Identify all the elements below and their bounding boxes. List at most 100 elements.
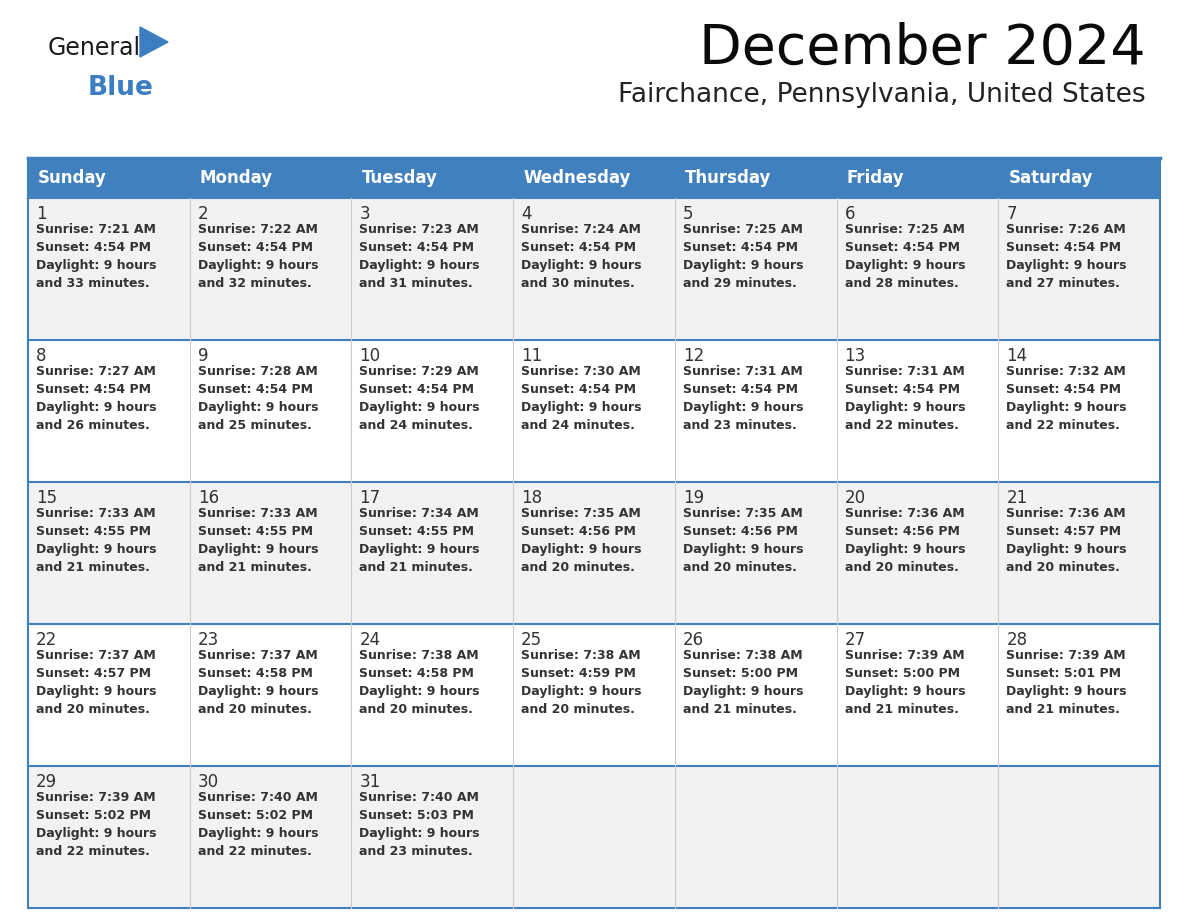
Text: Sunset: 5:03 PM: Sunset: 5:03 PM	[360, 809, 474, 822]
Text: Sunset: 4:54 PM: Sunset: 4:54 PM	[845, 241, 960, 254]
Text: and 21 minutes.: and 21 minutes.	[845, 703, 959, 716]
Text: Sunset: 4:54 PM: Sunset: 4:54 PM	[1006, 383, 1121, 396]
Text: Daylight: 9 hours: Daylight: 9 hours	[845, 259, 965, 272]
Text: Sunrise: 7:31 AM: Sunrise: 7:31 AM	[683, 365, 803, 378]
Text: Sunset: 4:55 PM: Sunset: 4:55 PM	[197, 525, 312, 538]
Text: 3: 3	[360, 205, 369, 223]
Text: and 20 minutes.: and 20 minutes.	[360, 703, 473, 716]
Text: Friday: Friday	[847, 169, 904, 187]
Text: Daylight: 9 hours: Daylight: 9 hours	[360, 543, 480, 556]
Text: 24: 24	[360, 631, 380, 649]
Text: Daylight: 9 hours: Daylight: 9 hours	[683, 259, 803, 272]
Text: 14: 14	[1006, 347, 1028, 365]
Text: 20: 20	[845, 489, 866, 507]
Text: Sunset: 4:54 PM: Sunset: 4:54 PM	[197, 241, 312, 254]
Text: Sunset: 5:02 PM: Sunset: 5:02 PM	[36, 809, 151, 822]
Text: 19: 19	[683, 489, 704, 507]
Text: Sunrise: 7:24 AM: Sunrise: 7:24 AM	[522, 223, 642, 236]
Text: and 22 minutes.: and 22 minutes.	[36, 845, 150, 858]
Text: Sunrise: 7:25 AM: Sunrise: 7:25 AM	[845, 223, 965, 236]
Text: 17: 17	[360, 489, 380, 507]
Text: Sunrise: 7:21 AM: Sunrise: 7:21 AM	[36, 223, 156, 236]
Text: Sunrise: 7:38 AM: Sunrise: 7:38 AM	[522, 649, 640, 662]
Text: Daylight: 9 hours: Daylight: 9 hours	[197, 401, 318, 414]
Text: and 28 minutes.: and 28 minutes.	[845, 277, 959, 290]
Bar	[29, 158, 1159, 198]
Text: and 23 minutes.: and 23 minutes.	[360, 845, 473, 858]
Text: Sunrise: 7:40 AM: Sunrise: 7:40 AM	[360, 791, 479, 804]
Text: Sunrise: 7:31 AM: Sunrise: 7:31 AM	[845, 365, 965, 378]
Text: Sunset: 4:56 PM: Sunset: 4:56 PM	[683, 525, 797, 538]
Text: Daylight: 9 hours: Daylight: 9 hours	[36, 543, 157, 556]
Text: 30: 30	[197, 773, 219, 791]
Text: Daylight: 9 hours: Daylight: 9 hours	[360, 259, 480, 272]
Text: 7: 7	[1006, 205, 1017, 223]
Text: Daylight: 9 hours: Daylight: 9 hours	[360, 401, 480, 414]
Text: Sunset: 4:54 PM: Sunset: 4:54 PM	[197, 383, 312, 396]
Text: Daylight: 9 hours: Daylight: 9 hours	[683, 685, 803, 698]
Text: and 27 minutes.: and 27 minutes.	[1006, 277, 1120, 290]
Text: Sunset: 4:57 PM: Sunset: 4:57 PM	[36, 667, 151, 680]
Bar	[29, 340, 1159, 482]
Text: and 20 minutes.: and 20 minutes.	[522, 561, 636, 574]
Text: and 20 minutes.: and 20 minutes.	[197, 703, 311, 716]
Text: Sunset: 4:54 PM: Sunset: 4:54 PM	[522, 241, 636, 254]
Text: Daylight: 9 hours: Daylight: 9 hours	[522, 401, 642, 414]
Text: Sunrise: 7:30 AM: Sunrise: 7:30 AM	[522, 365, 640, 378]
Text: Daylight: 9 hours: Daylight: 9 hours	[197, 543, 318, 556]
Text: Daylight: 9 hours: Daylight: 9 hours	[1006, 259, 1126, 272]
Text: 21: 21	[1006, 489, 1028, 507]
Text: Sunset: 4:54 PM: Sunset: 4:54 PM	[1006, 241, 1121, 254]
Text: and 20 minutes.: and 20 minutes.	[36, 703, 150, 716]
Text: and 21 minutes.: and 21 minutes.	[197, 561, 311, 574]
Text: 2: 2	[197, 205, 208, 223]
Text: Sunrise: 7:36 AM: Sunrise: 7:36 AM	[1006, 507, 1126, 520]
Text: Daylight: 9 hours: Daylight: 9 hours	[36, 259, 157, 272]
Text: Sunset: 4:59 PM: Sunset: 4:59 PM	[522, 667, 636, 680]
Text: Sunset: 4:58 PM: Sunset: 4:58 PM	[360, 667, 474, 680]
Text: Daylight: 9 hours: Daylight: 9 hours	[197, 259, 318, 272]
Text: and 20 minutes.: and 20 minutes.	[522, 703, 636, 716]
Text: Sunrise: 7:39 AM: Sunrise: 7:39 AM	[845, 649, 965, 662]
Text: Sunset: 4:54 PM: Sunset: 4:54 PM	[845, 383, 960, 396]
Text: Daylight: 9 hours: Daylight: 9 hours	[683, 401, 803, 414]
Text: Sunrise: 7:27 AM: Sunrise: 7:27 AM	[36, 365, 156, 378]
Bar	[29, 198, 1159, 340]
Text: General: General	[48, 36, 141, 60]
Text: Daylight: 9 hours: Daylight: 9 hours	[845, 401, 965, 414]
Text: 31: 31	[360, 773, 380, 791]
Text: 10: 10	[360, 347, 380, 365]
Text: Sunrise: 7:28 AM: Sunrise: 7:28 AM	[197, 365, 317, 378]
Text: 25: 25	[522, 631, 542, 649]
Text: 12: 12	[683, 347, 704, 365]
Text: Sunrise: 7:39 AM: Sunrise: 7:39 AM	[1006, 649, 1126, 662]
Text: Wednesday: Wednesday	[523, 169, 631, 187]
Text: and 21 minutes.: and 21 minutes.	[360, 561, 473, 574]
Text: 22: 22	[36, 631, 57, 649]
Text: Sunrise: 7:33 AM: Sunrise: 7:33 AM	[197, 507, 317, 520]
Text: Daylight: 9 hours: Daylight: 9 hours	[1006, 543, 1126, 556]
Text: Sunset: 5:00 PM: Sunset: 5:00 PM	[683, 667, 798, 680]
Text: Sunrise: 7:33 AM: Sunrise: 7:33 AM	[36, 507, 156, 520]
Text: Sunrise: 7:40 AM: Sunrise: 7:40 AM	[197, 791, 317, 804]
Text: Sunrise: 7:38 AM: Sunrise: 7:38 AM	[360, 649, 479, 662]
Text: and 29 minutes.: and 29 minutes.	[683, 277, 797, 290]
Text: and 26 minutes.: and 26 minutes.	[36, 419, 150, 432]
Text: Daylight: 9 hours: Daylight: 9 hours	[197, 827, 318, 840]
Text: Blue: Blue	[88, 75, 154, 101]
Text: Sunrise: 7:23 AM: Sunrise: 7:23 AM	[360, 223, 479, 236]
Text: and 20 minutes.: and 20 minutes.	[845, 561, 959, 574]
Text: and 22 minutes.: and 22 minutes.	[845, 419, 959, 432]
Text: 26: 26	[683, 631, 704, 649]
Text: 27: 27	[845, 631, 866, 649]
Text: 4: 4	[522, 205, 532, 223]
Text: and 20 minutes.: and 20 minutes.	[1006, 561, 1120, 574]
Text: Sunset: 4:54 PM: Sunset: 4:54 PM	[36, 241, 151, 254]
Text: Daylight: 9 hours: Daylight: 9 hours	[36, 685, 157, 698]
Text: Sunrise: 7:37 AM: Sunrise: 7:37 AM	[197, 649, 317, 662]
Text: Sunrise: 7:35 AM: Sunrise: 7:35 AM	[683, 507, 803, 520]
Text: Daylight: 9 hours: Daylight: 9 hours	[36, 827, 157, 840]
Text: Sunrise: 7:36 AM: Sunrise: 7:36 AM	[845, 507, 965, 520]
Text: 9: 9	[197, 347, 208, 365]
Text: Saturday: Saturday	[1009, 169, 1093, 187]
